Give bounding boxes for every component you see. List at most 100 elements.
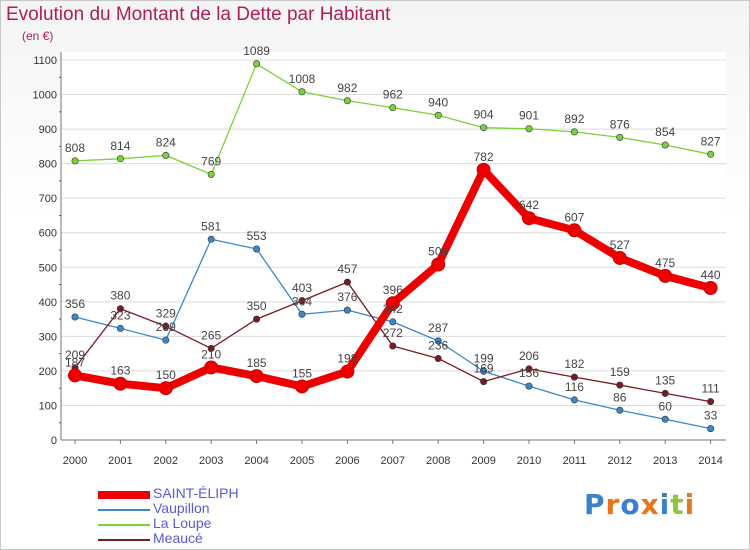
logo-letter: x — [640, 488, 660, 521]
x-tick-label: 2012 — [608, 455, 632, 467]
data-point — [480, 367, 488, 375]
data-point — [434, 111, 442, 119]
data-label: 892 — [564, 112, 584, 126]
x-tick-label: 2001 — [108, 455, 132, 467]
logo-letter: i — [684, 488, 696, 521]
data-point — [525, 365, 533, 373]
legend-label-saint-eliph: SAINT-ÉLIPH — [153, 485, 239, 501]
data-label: 457 — [337, 262, 357, 276]
data-label: 287 — [428, 321, 448, 335]
y-tick-label: 200 — [39, 366, 57, 378]
data-label: 272 — [383, 326, 403, 340]
data-label: 156 — [519, 366, 539, 380]
legend-item-la-loupe: La Loupe — [98, 515, 298, 532]
legend-label-meauce: Meaucé — [153, 530, 203, 546]
data-point — [707, 398, 715, 406]
y-tick-label: 1000 — [33, 90, 57, 102]
data-label: 187 — [65, 355, 85, 369]
chart-title: Evolution du Montant de la Dette par Hab… — [6, 4, 391, 25]
data-point — [616, 381, 624, 389]
y-tick-label: 900 — [39, 124, 57, 136]
data-point — [476, 162, 491, 177]
data-label: 210 — [201, 347, 221, 361]
data-point — [204, 360, 219, 375]
data-point — [661, 141, 669, 149]
data-point — [480, 124, 488, 132]
data-label: 581 — [201, 219, 221, 233]
data-point — [567, 223, 582, 238]
legend-swatch-vaupillon — [98, 509, 150, 511]
x-tick-label: 2011 — [563, 455, 587, 467]
x-tick-label: 2000 — [63, 455, 87, 467]
x-tick-label: 2003 — [199, 455, 223, 467]
data-point — [616, 406, 624, 414]
data-point — [113, 376, 128, 391]
data-point — [480, 378, 488, 386]
y-tick-label: 100 — [39, 400, 57, 412]
data-label: 876 — [610, 117, 630, 131]
data-label: 155 — [292, 366, 312, 380]
logo-letter: r — [605, 488, 621, 521]
data-label: 380 — [110, 289, 130, 303]
data-label: 356 — [65, 297, 85, 311]
x-tick-label: 2006 — [335, 455, 359, 467]
legend-swatch-saint-eliph — [98, 491, 150, 499]
data-label: 199 — [474, 351, 494, 365]
data-label: 159 — [610, 365, 630, 379]
legend-swatch-la-loupe — [98, 524, 150, 526]
data-point — [343, 97, 351, 105]
data-point — [661, 389, 669, 397]
x-tick-label: 2004 — [244, 455, 268, 467]
data-point — [389, 342, 397, 350]
data-label: 553 — [247, 229, 267, 243]
data-label: 508 — [428, 245, 448, 259]
plot-area — [61, 52, 726, 440]
legend-label-vaupillon: Vaupillon — [153, 500, 210, 516]
x-tick-label: 2013 — [653, 455, 677, 467]
x-tick-label: 2008 — [426, 455, 450, 467]
data-label: 206 — [519, 349, 539, 363]
data-point — [162, 336, 170, 344]
data-label: 364 — [292, 294, 312, 308]
data-point — [343, 306, 351, 314]
data-label: 185 — [247, 356, 267, 370]
data-label: 962 — [383, 88, 403, 102]
data-label: 982 — [337, 81, 357, 95]
data-point — [707, 425, 715, 433]
y-tick-label: 400 — [39, 297, 57, 309]
legend-item-meauce: Meaucé — [98, 530, 298, 547]
y-tick-label: 300 — [39, 331, 57, 343]
x-tick-label: 2002 — [154, 455, 178, 467]
legend-swatch-meauce — [98, 539, 150, 541]
data-point — [525, 125, 533, 133]
data-point — [162, 151, 170, 159]
data-point — [570, 128, 578, 136]
logo-letter: i — [659, 488, 671, 521]
data-label: 1089 — [243, 44, 270, 58]
data-point — [207, 235, 215, 243]
data-point — [68, 368, 82, 383]
data-point — [434, 354, 442, 362]
data-label: 769 — [201, 154, 221, 168]
data-label: 350 — [247, 299, 267, 313]
y-tick-label: 800 — [39, 159, 57, 171]
data-point — [116, 155, 124, 163]
data-label: 901 — [519, 109, 539, 123]
data-label: 265 — [201, 328, 221, 342]
data-label: 527 — [610, 238, 630, 252]
data-point — [298, 88, 306, 96]
x-tick-label: 2005 — [290, 455, 314, 467]
data-point — [389, 104, 397, 112]
data-label: 163 — [110, 364, 130, 378]
data-label: 808 — [65, 141, 85, 155]
data-label: 182 — [564, 357, 584, 371]
data-label: 169 — [474, 362, 494, 376]
data-label: 904 — [474, 108, 494, 122]
data-point — [71, 313, 79, 321]
x-tick-label: 2007 — [381, 455, 405, 467]
data-point — [207, 170, 215, 178]
data-point — [158, 381, 173, 396]
data-label: 135 — [655, 373, 675, 387]
data-label: 607 — [564, 210, 584, 224]
